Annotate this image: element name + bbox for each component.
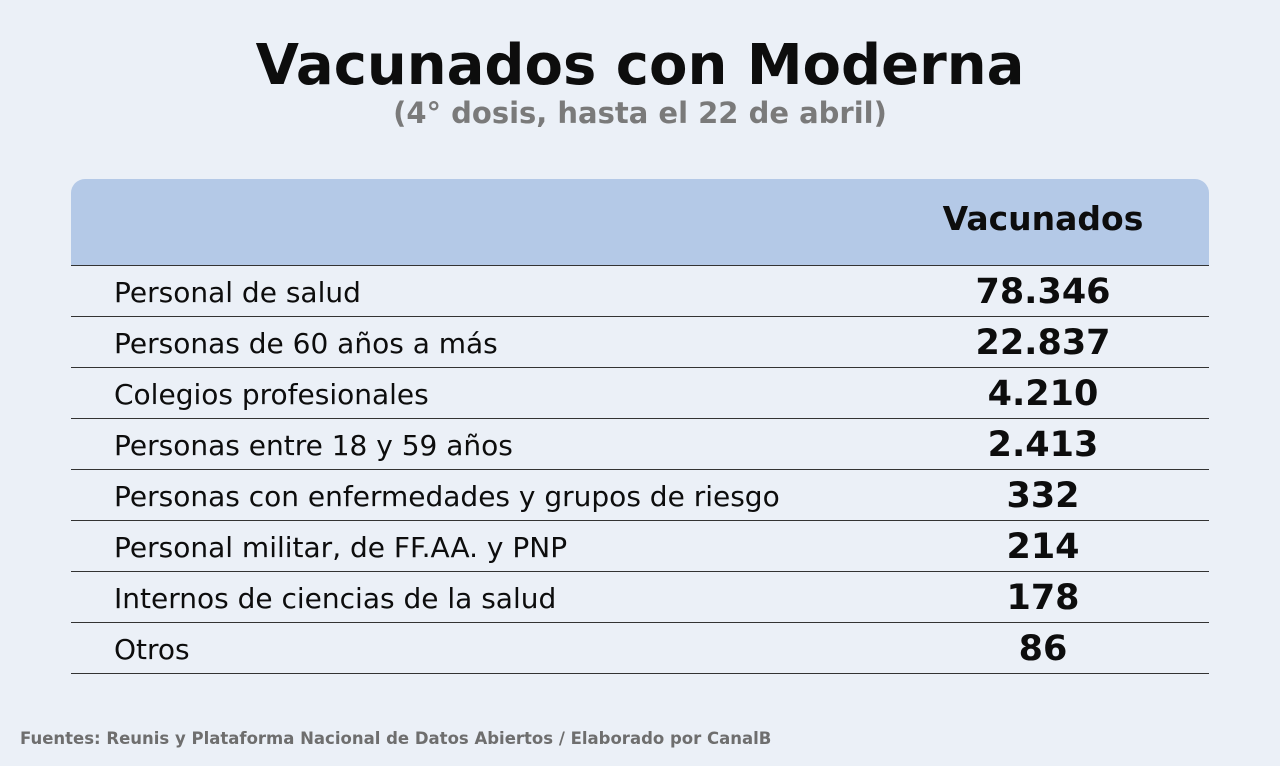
row-value: 22.837 <box>975 323 1111 363</box>
data-table: Vacunados Personal de salud 78.346 Perso… <box>71 179 1209 674</box>
row-category: Internos de ciencias de la salud <box>114 582 557 615</box>
row-category: Personal militar, de FF.AA. y PNP <box>114 531 568 564</box>
row-value: 86 <box>1018 629 1068 669</box>
row-category: Personas con enfermedades y grupos de ri… <box>114 480 780 513</box>
table-row: Personas entre 18 y 59 años 2.413 <box>71 419 1209 470</box>
table-header: Vacunados <box>71 179 1209 266</box>
row-value: 214 <box>1006 527 1080 567</box>
row-value: 4.210 <box>987 374 1099 414</box>
row-category: Personal de salud <box>114 276 361 309</box>
row-category: Colegios profesionales <box>114 378 429 411</box>
row-value: 178 <box>1006 578 1080 618</box>
row-category: Otros <box>114 633 190 666</box>
chart-subtitle: (4° dosis, hasta el 22 de abril) <box>393 96 887 130</box>
table-row: Personas de 60 años a más 22.837 <box>71 317 1209 368</box>
chart-title: Vacunados con Moderna <box>255 33 1025 98</box>
row-value: 78.346 <box>975 272 1111 312</box>
table-row: Internos de ciencias de la salud 178 <box>71 572 1209 623</box>
table-row: Colegios profesionales 4.210 <box>71 368 1209 419</box>
row-value: 332 <box>1006 476 1080 516</box>
column-header-vacunados: Vacunados <box>942 199 1144 238</box>
table-row: Personas con enfermedades y grupos de ri… <box>71 470 1209 521</box>
source-note: Fuentes: Reunis y Plataforma Nacional de… <box>20 729 772 748</box>
row-category: Personas entre 18 y 59 años <box>114 429 513 462</box>
table-row: Personal de salud 78.346 <box>71 266 1209 317</box>
table-row: Otros 86 <box>71 623 1209 674</box>
table-row: Personal militar, de FF.AA. y PNP 214 <box>71 521 1209 572</box>
row-category: Personas de 60 años a más <box>114 327 498 360</box>
row-value: 2.413 <box>987 425 1099 465</box>
